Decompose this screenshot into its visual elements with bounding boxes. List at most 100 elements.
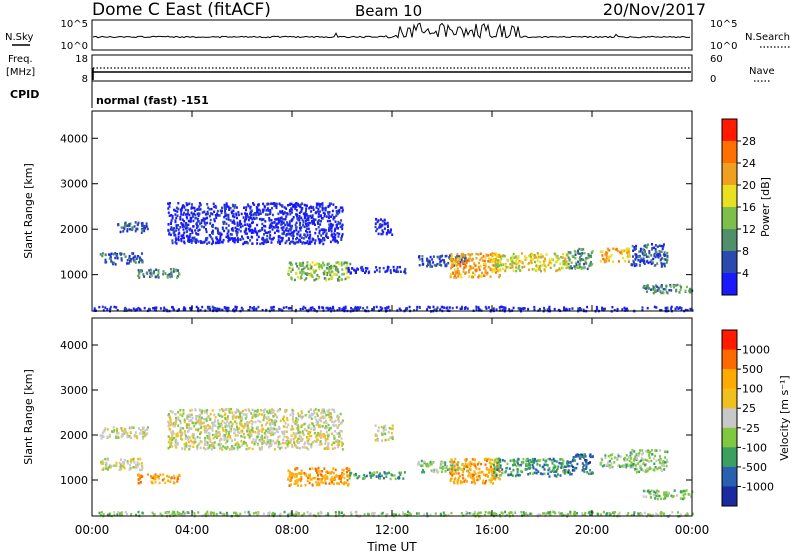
data-cell <box>133 225 136 228</box>
data-cell <box>228 208 231 211</box>
data-cell <box>543 268 546 271</box>
data-cell <box>561 256 564 259</box>
data-cell <box>292 412 295 416</box>
freq-unit: [MHz] <box>6 67 35 78</box>
data-cell <box>269 441 272 445</box>
data-cell <box>286 221 288 224</box>
data-cell <box>236 408 238 411</box>
data-cell <box>289 233 291 236</box>
data-cell <box>516 459 519 462</box>
data-cell <box>178 473 181 477</box>
data-cell <box>642 489 645 493</box>
data-cell <box>321 208 324 212</box>
data-cell <box>669 285 672 288</box>
data-cell <box>635 244 638 248</box>
data-cell <box>224 416 227 420</box>
data-cell <box>215 236 218 239</box>
data-cell <box>154 481 157 484</box>
data-cell <box>277 229 280 233</box>
data-cell <box>234 416 237 419</box>
data-cell <box>463 465 466 468</box>
data-cell <box>489 465 492 469</box>
data-cell <box>219 232 222 235</box>
data-cell <box>420 464 423 468</box>
data-cell <box>244 422 246 426</box>
data-cell <box>413 309 416 312</box>
data-cell <box>321 410 324 413</box>
data-cell <box>331 266 334 270</box>
data-cell <box>132 426 135 429</box>
data-cell <box>323 426 326 430</box>
data-cell <box>450 257 453 261</box>
data-cell <box>300 410 303 413</box>
data-cell <box>305 229 307 233</box>
data-cell <box>311 239 314 242</box>
data-cell <box>227 308 230 311</box>
data-cell <box>539 260 542 264</box>
data-cell <box>137 478 140 481</box>
data-cell <box>290 438 292 442</box>
data-cell <box>252 306 255 310</box>
data-cell <box>116 430 118 433</box>
data-cell <box>295 475 298 478</box>
data-cell <box>170 431 173 434</box>
data-cell <box>303 423 306 426</box>
data-cell <box>327 262 330 265</box>
data-cell <box>300 477 303 480</box>
data-cell <box>175 206 178 210</box>
data-cell <box>203 225 206 229</box>
data-cell <box>235 306 238 309</box>
data-cell <box>193 206 196 210</box>
data-cell <box>219 442 222 446</box>
data-cell <box>225 235 228 239</box>
data-cell <box>174 234 177 237</box>
data-cell <box>540 256 543 259</box>
data-cell <box>296 441 299 445</box>
data-cell <box>166 276 169 279</box>
data-cell <box>373 306 375 309</box>
data-cell <box>640 456 643 460</box>
data-cell <box>252 229 255 233</box>
data-cell <box>303 443 306 446</box>
data-cell <box>477 478 480 482</box>
data-cell <box>271 213 274 217</box>
data-cell <box>191 231 194 234</box>
data-cell <box>317 237 320 241</box>
data-cell <box>576 266 579 269</box>
data-cell <box>225 217 228 221</box>
data-cell <box>635 468 638 471</box>
data-cell <box>299 221 302 225</box>
data-cell <box>243 440 245 444</box>
data-cell <box>663 493 666 496</box>
data-cell <box>542 458 545 461</box>
data-cell <box>583 470 586 473</box>
data-cell <box>149 272 152 275</box>
data-cell <box>294 202 297 206</box>
data-cell <box>418 264 421 267</box>
data-cell <box>300 268 303 272</box>
data-cell <box>249 306 252 309</box>
data-cell <box>621 252 623 256</box>
data-cell <box>465 458 468 461</box>
data-cell <box>672 284 675 288</box>
data-cell <box>320 228 323 231</box>
data-cell <box>451 264 453 268</box>
data-cell <box>323 409 326 412</box>
data-cell <box>335 210 338 213</box>
data-cell <box>324 209 327 212</box>
data-cell <box>399 265 401 269</box>
data-cell <box>626 458 629 461</box>
data-cell <box>206 412 209 415</box>
data-cell <box>261 427 264 431</box>
data-cell <box>109 255 112 259</box>
data-cell <box>138 261 141 264</box>
data-cell <box>680 306 683 310</box>
data-cell <box>282 212 285 215</box>
data-cell <box>133 466 136 469</box>
data-cell <box>639 449 641 452</box>
data-cell <box>322 481 325 485</box>
data-cell <box>621 308 624 311</box>
data-cell <box>539 268 541 271</box>
data-cell <box>498 255 501 258</box>
data-cell <box>516 257 519 261</box>
